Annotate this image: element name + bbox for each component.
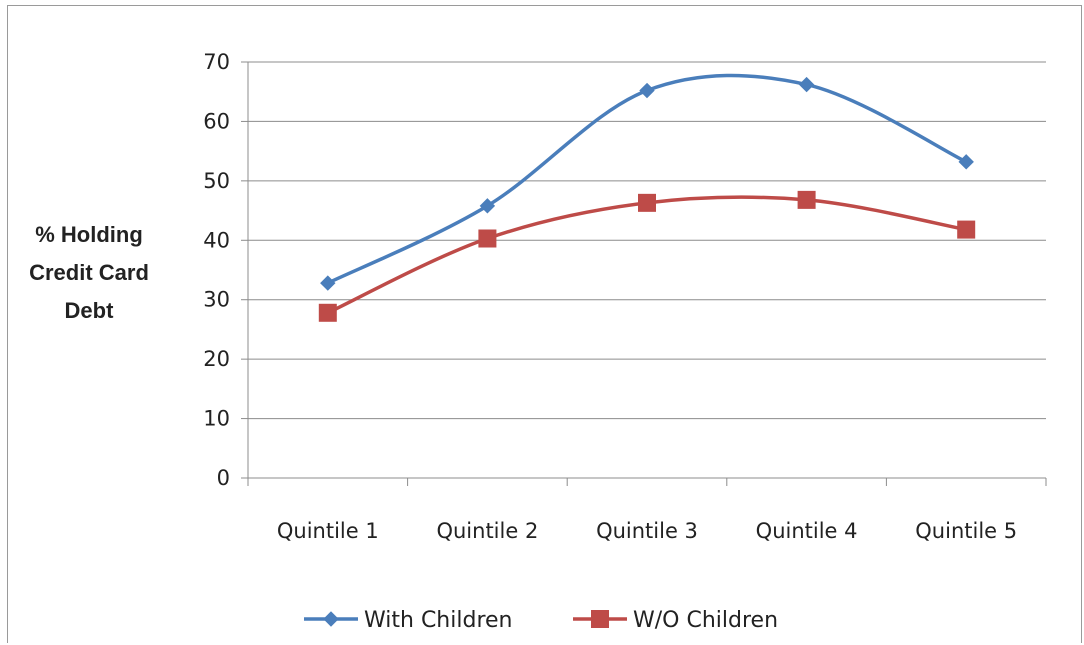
y-tick-label: 60	[203, 109, 230, 133]
series-with-children	[320, 73, 974, 291]
y-tick-label: 20	[203, 347, 230, 371]
gridlines	[248, 61, 1046, 420]
x-tick-label: Quintile 4	[756, 519, 858, 543]
data-point	[957, 220, 976, 239]
data-point	[639, 82, 655, 99]
x-tick-label: Quintile 5	[915, 519, 1017, 543]
y-tick-label: 30	[203, 288, 230, 312]
series-line	[326, 195, 968, 315]
axes	[241, 61, 1047, 486]
y-axis-label-line: Credit Card	[29, 260, 149, 285]
series-without-children	[318, 190, 976, 322]
data-point	[797, 190, 816, 209]
y-tick-labels: 0 10 20 30 40 50 60 70	[203, 50, 230, 490]
data-point	[479, 198, 496, 214]
y-axis-label-line: Debt	[65, 298, 115, 323]
legend-marker	[591, 610, 609, 628]
y-tick-label: 40	[203, 228, 230, 252]
y-tick-label: 0	[217, 466, 230, 490]
y-tick-label: 50	[203, 169, 230, 193]
x-tick-labels: Quintile 1 Quintile 2 Quintile 3 Quintile 4…	[277, 519, 1017, 543]
legend-label: W/O Children	[633, 608, 778, 633]
chart-frame	[7, 5, 1082, 643]
x-tick-label: Quintile 3	[596, 519, 698, 543]
x-tick-label: Quintile 1	[277, 519, 379, 543]
y-axis-label: % Holding Credit Card Debt	[29, 222, 149, 323]
legend-marker	[323, 611, 339, 627]
data-point	[638, 193, 656, 212]
y-axis-label-line: % Holding	[35, 222, 143, 247]
data-point	[478, 229, 497, 248]
data-point	[318, 303, 337, 322]
series-line	[326, 73, 968, 285]
x-tick-label: Quintile 2	[436, 519, 538, 543]
legend-entry: W/O Children	[573, 608, 778, 633]
data-point	[798, 76, 815, 93]
y-tick-label: 10	[203, 407, 230, 431]
legend: With Children W/O Children	[304, 608, 778, 633]
data-point	[958, 154, 974, 170]
data-point	[320, 275, 336, 291]
legend-label: With Children	[364, 608, 512, 633]
y-tick-label: 70	[203, 50, 230, 74]
legend-entry: With Children	[304, 608, 512, 633]
series	[318, 73, 976, 322]
